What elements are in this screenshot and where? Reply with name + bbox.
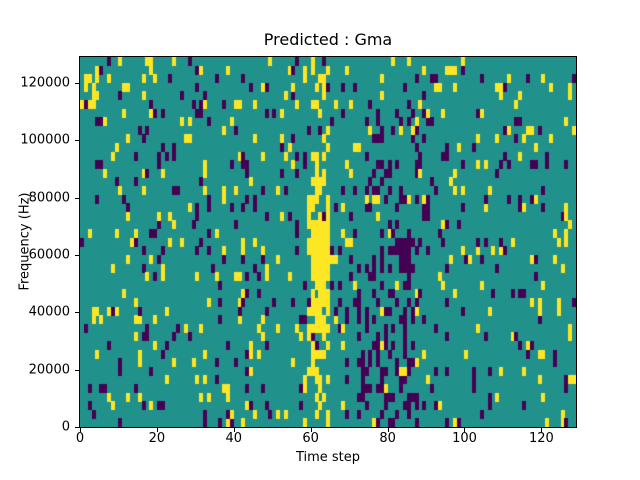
x-axis-label: Time step — [295, 450, 361, 465]
x-tick-mark — [387, 428, 389, 432]
x-tick-label: 100 — [452, 431, 477, 446]
x-tick-mark — [156, 428, 158, 432]
x-tick-mark — [541, 428, 543, 432]
x-tick-mark — [233, 428, 235, 432]
y-tick-mark — [75, 312, 79, 314]
y-tick-mark — [75, 369, 79, 371]
x-tick-label: 0 — [75, 431, 85, 446]
y-axis-label: Frequency (Hz) — [17, 192, 33, 291]
y-tick-label: 20000 — [28, 362, 70, 378]
y-tick-label: 80000 — [28, 190, 70, 206]
y-tick-label: 60000 — [28, 247, 70, 263]
x-tick-label: 40 — [225, 431, 243, 446]
chart-title: Predicted : Gma — [263, 30, 393, 49]
x-tick-mark — [80, 428, 81, 432]
y-tick-label: 100000 — [20, 132, 70, 148]
heatmap-canvas — [80, 57, 576, 427]
y-tick-label: 120000 — [20, 75, 70, 91]
y-tick-mark — [75, 197, 79, 199]
y-tick-mark — [75, 254, 79, 256]
plot-area — [79, 56, 577, 428]
x-tick-label: 120 — [528, 431, 554, 446]
y-tick-mark — [75, 140, 79, 142]
x-tick-label: 20 — [148, 431, 166, 446]
x-tick-label: 60 — [302, 431, 319, 446]
y-tick-label: 0 — [61, 419, 70, 435]
y-tick-label: 40000 — [28, 304, 70, 320]
y-tick-mark — [75, 427, 79, 428]
y-tick-mark — [75, 82, 79, 84]
x-tick-mark — [310, 428, 312, 432]
x-tick-mark — [464, 428, 466, 432]
x-tick-label: 80 — [379, 431, 396, 446]
